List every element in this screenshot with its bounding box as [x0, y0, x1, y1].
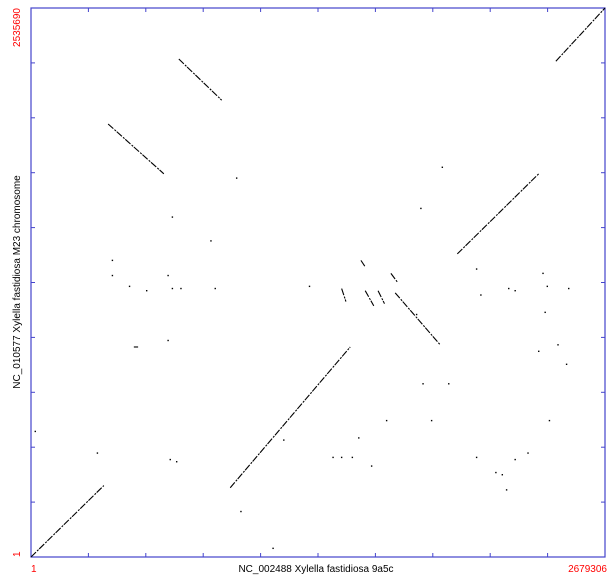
alignment-segment: [360, 260, 366, 268]
x-axis-title: NC_002488 Xylella fastidiosa 9a5c: [238, 564, 393, 575]
alignment-dot: [508, 287, 510, 290]
alignment-dot: [514, 458, 516, 461]
alignment-dot: [501, 474, 504, 476]
alignment-dot: [422, 383, 424, 385]
alignment-dot: [340, 456, 343, 459]
alignment-segment: [555, 7, 606, 62]
alignment-segment: [341, 288, 347, 302]
alignment-dot: [420, 207, 422, 210]
alignment-dot: [167, 274, 169, 277]
alignment-dot: [111, 274, 114, 277]
alignment-dot: [240, 510, 242, 513]
alignment-dot: [475, 456, 478, 459]
axis-ticks: [31, 8, 605, 557]
alignment-dot: [128, 285, 131, 288]
alignment-dot: [358, 437, 360, 439]
alignment-dot: [430, 419, 433, 422]
alignment-dot: [171, 287, 174, 290]
alignment-segment: [364, 290, 375, 307]
alignment-dot: [548, 419, 551, 422]
alignment-dot: [527, 452, 529, 454]
y-axis-title: NC_010577 Xylella fastidiosa M23 chromos…: [12, 175, 23, 389]
alignment-dot: [514, 289, 516, 292]
alignment-dot: [546, 285, 549, 288]
alignment-segment: [229, 346, 351, 489]
alignment-dot: [557, 344, 559, 346]
alignment-dot: [34, 430, 36, 433]
alignment-dot: [538, 350, 540, 353]
alignment-segment: [390, 273, 398, 283]
alignment-segment: [30, 485, 105, 558]
alignment-dot: [175, 461, 178, 463]
alignment-dot: [235, 177, 238, 179]
alignment-dot: [495, 471, 497, 474]
alignment-dot: [167, 339, 169, 342]
alignment-dot: [308, 285, 311, 288]
alignment-dot: [96, 452, 99, 454]
alignment-dot: [351, 456, 354, 459]
alignment-dot: [542, 272, 544, 275]
alignment-dot: [180, 287, 182, 290]
alignment-marks: [30, 7, 606, 558]
alignment-segment: [456, 173, 540, 255]
alignment-dot: [441, 166, 444, 168]
plot-frame: [30, 7, 606, 558]
alignment-segment: [107, 123, 165, 175]
alignment-dot: [283, 439, 285, 441]
x-axis-min-label: 1: [31, 564, 37, 575]
x-axis-max-label: 2679306: [568, 564, 607, 575]
alignment-dot: [145, 289, 148, 292]
alignment-dot: [565, 363, 568, 366]
alignment-dot: [370, 465, 373, 467]
alignment-dot: [214, 287, 216, 290]
alignment-segment: [178, 58, 223, 101]
alignment-dot: [480, 294, 482, 296]
alignment-dot: [169, 458, 171, 461]
alignment-dot: [505, 489, 508, 491]
alignment-dot: [272, 547, 274, 550]
alignment-dot: [415, 313, 418, 316]
alignment-dot: [475, 268, 478, 270]
alignment-dot: [332, 456, 334, 459]
alignment-dot: [171, 216, 174, 218]
y-axis-max-label: 2535690: [12, 8, 23, 47]
alignment-dot: [385, 419, 388, 422]
y-axis-min-label: 1: [12, 551, 23, 557]
alignment-segment: [377, 290, 385, 304]
alignment-dot: [544, 311, 546, 314]
alignment-dot: [210, 240, 212, 242]
alignment-dot: [448, 383, 450, 385]
alignment-dot: [111, 259, 114, 262]
alignment-dot: [568, 287, 570, 290]
